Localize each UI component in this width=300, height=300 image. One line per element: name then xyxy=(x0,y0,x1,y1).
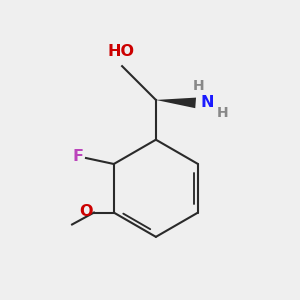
Text: O: O xyxy=(79,204,92,219)
Polygon shape xyxy=(156,98,196,108)
Text: N: N xyxy=(201,95,214,110)
Text: HO: HO xyxy=(107,44,134,59)
Text: H: H xyxy=(193,80,204,94)
Text: H: H xyxy=(217,106,229,120)
Text: F: F xyxy=(72,149,83,164)
